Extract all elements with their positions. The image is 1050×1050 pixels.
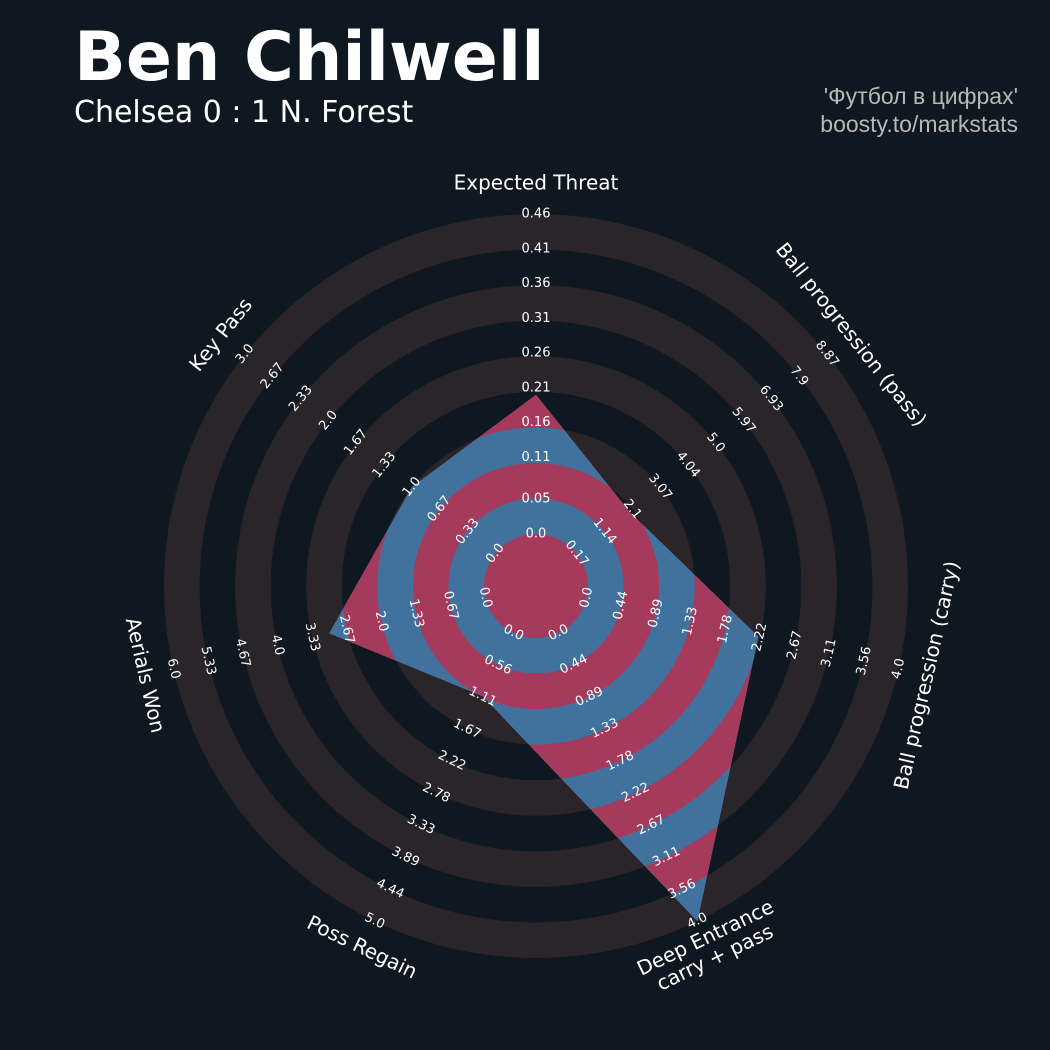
credit: 'Футбол в цифрах': [824, 83, 1018, 109]
tick-label: 0.11: [522, 450, 551, 465]
tick-label: 5.33: [198, 645, 219, 677]
tick-label: 0.0: [476, 586, 495, 610]
tick-label: 2.67: [784, 629, 805, 661]
tick-label: 0.0: [577, 586, 596, 610]
tick-label: 3.33: [302, 621, 323, 653]
tick-label: 0.21: [522, 380, 551, 395]
tick-label: 1.78: [715, 613, 736, 645]
tick-label: 2.67: [336, 613, 357, 645]
tick-label: 0.16: [522, 415, 551, 430]
ring-fill: [484, 534, 588, 638]
tick-label: 4.67: [232, 637, 253, 669]
param-label: Expected Threat: [454, 171, 619, 195]
tick-label: 0.36: [522, 276, 551, 291]
tick-label: 2.0: [372, 610, 391, 634]
tick-label: 4.0: [889, 657, 908, 681]
tick-label: 3.56: [854, 645, 875, 677]
tick-label: 3.11: [819, 637, 840, 669]
tick-label: 0.89: [646, 598, 667, 630]
tick-label: 4.0: [268, 633, 287, 657]
tick-label: 0.46: [522, 207, 551, 222]
tick-label: 0.67: [440, 590, 461, 622]
chart-subtitle: Chelsea 0 : 1 N. Forest: [74, 95, 413, 130]
tick-label: 2.22: [749, 621, 770, 653]
tick-label: 0.26: [522, 346, 551, 361]
tick-label: 0.31: [522, 311, 551, 326]
tick-label: 0.41: [522, 241, 551, 256]
tick-label: 1.33: [406, 598, 427, 630]
tick-label: 0.0: [526, 527, 547, 542]
tick-label: 0.44: [610, 590, 631, 622]
tick-label: 1.33: [680, 605, 701, 637]
tick-label: 0.05: [522, 492, 551, 507]
tick-label: 6.0: [164, 657, 183, 681]
credit: boosty.to/markstats: [820, 111, 1018, 137]
chart-title: Ben Chilwell: [74, 18, 545, 97]
